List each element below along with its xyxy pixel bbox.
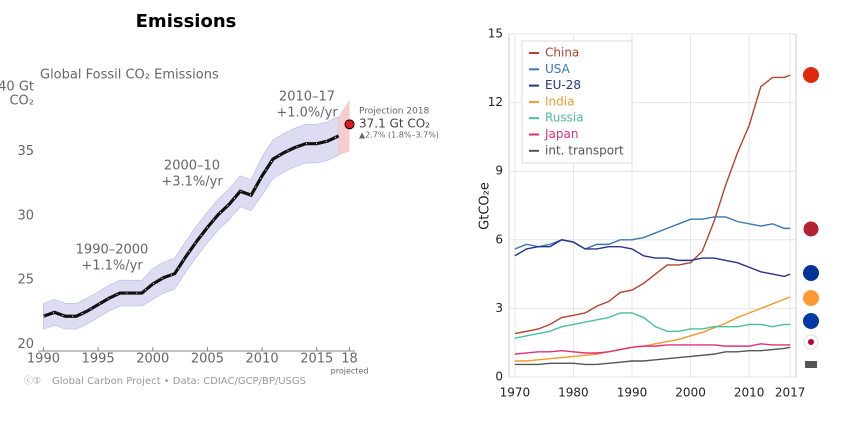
projection-label: Projection 2018 (359, 107, 430, 117)
source: Global Carbon Project • Data: CDIAC/GCP/… (52, 376, 306, 387)
y-tick-label: 30 (17, 208, 34, 223)
series-line (514, 346, 791, 366)
x-tick-label: 2010 (246, 352, 279, 367)
x-tick-label: 1970 (500, 386, 531, 400)
x-tick-label: 18 (341, 352, 358, 367)
slide-title: Emissions (136, 11, 237, 32)
projection-point (344, 119, 355, 130)
flag-china (803, 67, 819, 83)
projection-value: 37.1 Gt CO₂ (359, 117, 430, 131)
y-tick-label: 9 (495, 164, 503, 178)
y-tick-label: 40 Gt (0, 80, 34, 95)
annotation: 2000–10 (164, 159, 220, 174)
y-tick-label: 6 (495, 232, 503, 246)
cc-icons: ⓒ① (24, 376, 41, 387)
x-tick-label: 1995 (82, 352, 115, 367)
legend-label: EU-28 (545, 78, 581, 92)
annotation: +3.1%/yr (161, 175, 223, 190)
flag-eu (803, 265, 819, 281)
x-note: projected (331, 367, 369, 376)
chart: 0 3 6 9 12 15 1970 1980 1990 2000 2010 2017 GtCO₂e Ch… (478, 27, 806, 400)
flag-usa (802, 220, 820, 238)
flag-india (803, 290, 819, 306)
annotation: 2010–17 (279, 90, 335, 105)
legend-label: int. transport (545, 143, 624, 157)
projection-band (338, 99, 350, 156)
legend-box (521, 40, 633, 164)
y-tick-label: 3 (495, 301, 503, 315)
series-line (514, 239, 791, 278)
series-line (42, 134, 340, 318)
y-tick-label: 0 (495, 370, 503, 384)
legend-label: Russia (545, 111, 584, 125)
annotation: +1.0%/yr (276, 106, 338, 121)
y-tick-label: 12 (488, 95, 503, 109)
y-tick-label: 15 (488, 27, 503, 41)
flag-russia (803, 313, 819, 329)
annotation: +1.1%/yr (81, 259, 143, 274)
chart-title: Global Fossil CO₂ Emissions (40, 68, 219, 83)
legend-label: China (545, 46, 579, 60)
legend-label: Japan (544, 127, 578, 141)
y-tick-label: 35 (17, 144, 34, 159)
x-tick-label: 2005 (191, 352, 224, 367)
y-tick-label: 25 (17, 273, 34, 288)
x-tick-label: 2017 (775, 386, 806, 400)
legend-label: India (545, 94, 574, 108)
series-line (514, 312, 791, 339)
projection-change: ▲2.7% (1.8%–3.7%) (359, 131, 439, 140)
transport-icon (805, 361, 817, 368)
x-tick-label: 1990 (617, 386, 648, 400)
chart: 20 25 30 35 40 Gt 1990 1995 2000 2005 2010 2015 18 G… (0, 68, 439, 388)
flag-japan-dot (808, 339, 814, 345)
series-line (514, 343, 791, 355)
y-unit: CO₂ (9, 94, 34, 109)
series-line (514, 296, 791, 362)
y-axis-label: GtCO₂e (478, 182, 493, 230)
series-line (514, 74, 791, 335)
flags (802, 67, 820, 368)
x-tick-label: 1980 (558, 386, 589, 400)
legend-label: USA (545, 62, 571, 76)
y-tick-label: 20 (17, 337, 34, 352)
x-tick-label: 2000 (136, 352, 169, 367)
x-tick-label: 2010 (734, 386, 765, 400)
x-tick-label: 1990 (27, 352, 60, 367)
x-tick-label: 2015 (300, 352, 333, 367)
annotation: 1990–2000 (76, 243, 149, 258)
x-tick-label: 2000 (675, 386, 706, 400)
